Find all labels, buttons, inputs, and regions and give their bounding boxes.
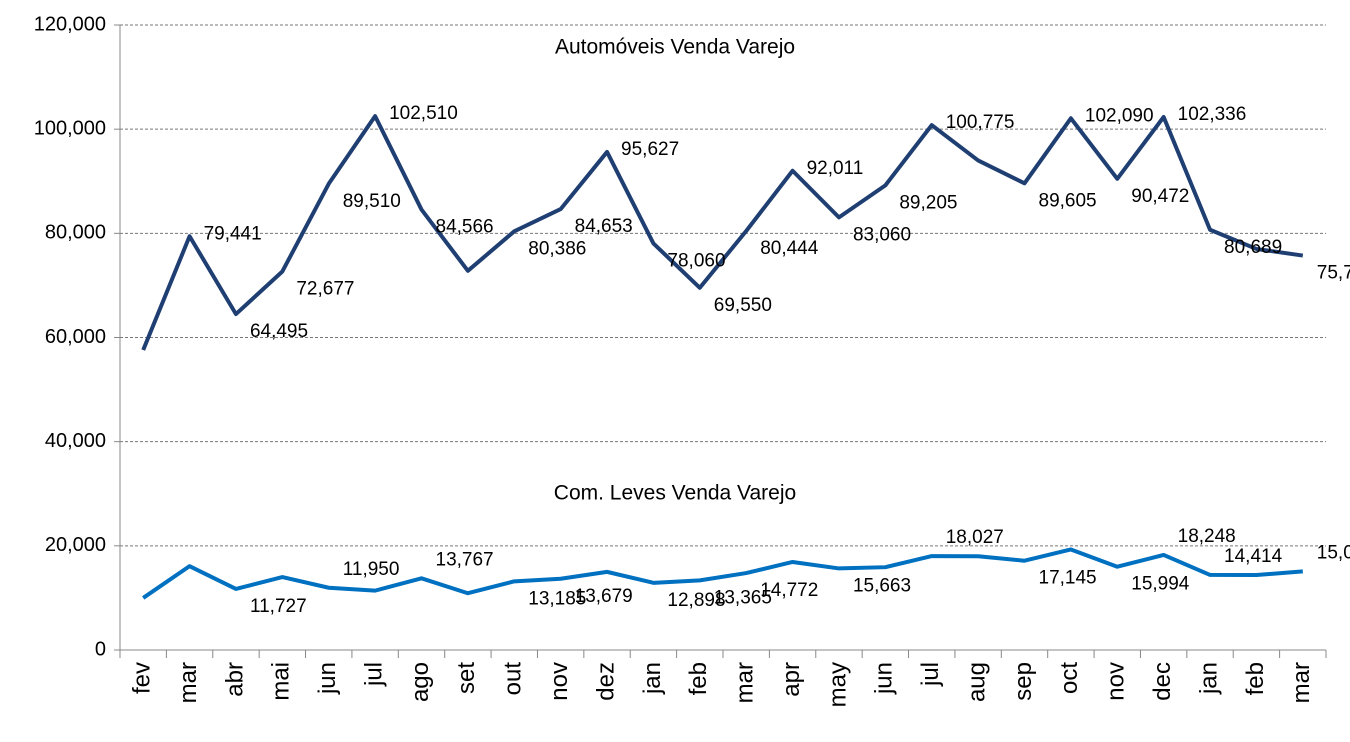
data-label: 11,950 <box>343 559 400 580</box>
data-label: 13,679 <box>575 586 633 607</box>
y-tick-label: 20,000 <box>45 534 106 556</box>
data-label: 15,663 <box>853 575 911 596</box>
data-label: 69,550 <box>714 295 772 316</box>
y-tick-label: 40,000 <box>45 430 106 452</box>
data-label: 18,248 <box>1178 526 1236 547</box>
x-tick-label: dez <box>592 662 619 701</box>
x-tick-label: feb <box>685 662 712 695</box>
x-tick-label: jul <box>917 662 944 687</box>
x-tick-label: feb <box>1242 662 1269 695</box>
x-tick-label: mar <box>1288 662 1315 703</box>
x-tick-label: ago <box>407 662 434 702</box>
x-tick-label: mar <box>175 662 202 703</box>
x-tick-label: apr <box>778 662 805 697</box>
x-tick-label: jul <box>360 662 387 687</box>
series-title: Automóveis Venda Varejo <box>555 36 795 59</box>
data-label: 13,185 <box>528 588 586 609</box>
x-tick-label: sep <box>1010 662 1037 701</box>
data-label: 17,145 <box>1039 568 1097 589</box>
data-label: 84,653 <box>575 216 633 237</box>
data-label: 95,627 <box>621 139 679 160</box>
x-tick-label: nov <box>546 662 573 701</box>
data-label: 15,994 <box>1131 574 1190 595</box>
series-line <box>142 547 1303 600</box>
y-tick-label: 0 <box>95 638 106 660</box>
data-label: 72,677 <box>296 278 354 299</box>
data-label: 18,027 <box>946 527 1004 548</box>
x-tick-label: set <box>453 662 480 694</box>
data-label: 15,090 <box>1317 542 1350 563</box>
x-tick-label: fev <box>129 662 156 694</box>
x-tick-label: jan <box>639 662 666 695</box>
data-label: 13,767 <box>436 549 494 570</box>
x-tick-label: out <box>500 662 527 696</box>
data-label: 90,472 <box>1131 186 1189 207</box>
data-label: 75,735 <box>1317 263 1350 284</box>
x-tick-label: oct <box>1056 662 1083 694</box>
data-label: 13,365 <box>714 587 772 608</box>
x-tick-label: aug <box>963 662 990 702</box>
data-label: 78,060 <box>667 250 725 271</box>
y-tick-label: 100,000 <box>34 117 106 139</box>
data-label: 100,775 <box>946 112 1015 133</box>
x-tick-label: mar <box>732 662 759 703</box>
data-label: 89,605 <box>1039 190 1097 211</box>
data-label: 64,495 <box>250 321 308 342</box>
data-label: 84,566 <box>436 217 494 238</box>
data-label: 102,336 <box>1178 104 1247 125</box>
x-tick-label: jun <box>871 662 898 695</box>
data-label: 80,386 <box>528 238 586 259</box>
data-label: 11,727 <box>250 596 307 617</box>
data-label: 12,898 <box>667 590 725 611</box>
data-label: 102,510 <box>389 103 458 124</box>
data-label: 80,689 <box>1224 237 1282 258</box>
x-tick-label: dec <box>1149 662 1176 701</box>
data-label: 14,772 <box>760 580 818 601</box>
series-line <box>141 114 1304 351</box>
x-tick-label: may <box>824 662 851 707</box>
data-label: 79,441 <box>204 223 262 244</box>
data-label: 80,444 <box>760 238 819 259</box>
y-tick-label: 120,000 <box>34 13 106 35</box>
x-tick-label: jan <box>1195 662 1222 695</box>
x-tick-label: nov <box>1103 662 1130 701</box>
data-label: 102,090 <box>1085 105 1154 126</box>
series-title: Com. Leves Venda Varejo <box>554 482 796 505</box>
data-label: 92,011 <box>807 158 864 179</box>
data-label: 89,510 <box>343 191 401 212</box>
x-tick-label: mai <box>268 662 295 701</box>
x-tick-label: jun <box>314 662 341 695</box>
data-label: 89,205 <box>899 192 957 213</box>
data-label: 83,060 <box>853 224 911 245</box>
x-tick-label: abr <box>221 662 248 697</box>
y-tick-label: 60,000 <box>45 326 106 348</box>
data-label: 14,414 <box>1224 546 1283 567</box>
y-tick-label: 80,000 <box>45 222 106 244</box>
